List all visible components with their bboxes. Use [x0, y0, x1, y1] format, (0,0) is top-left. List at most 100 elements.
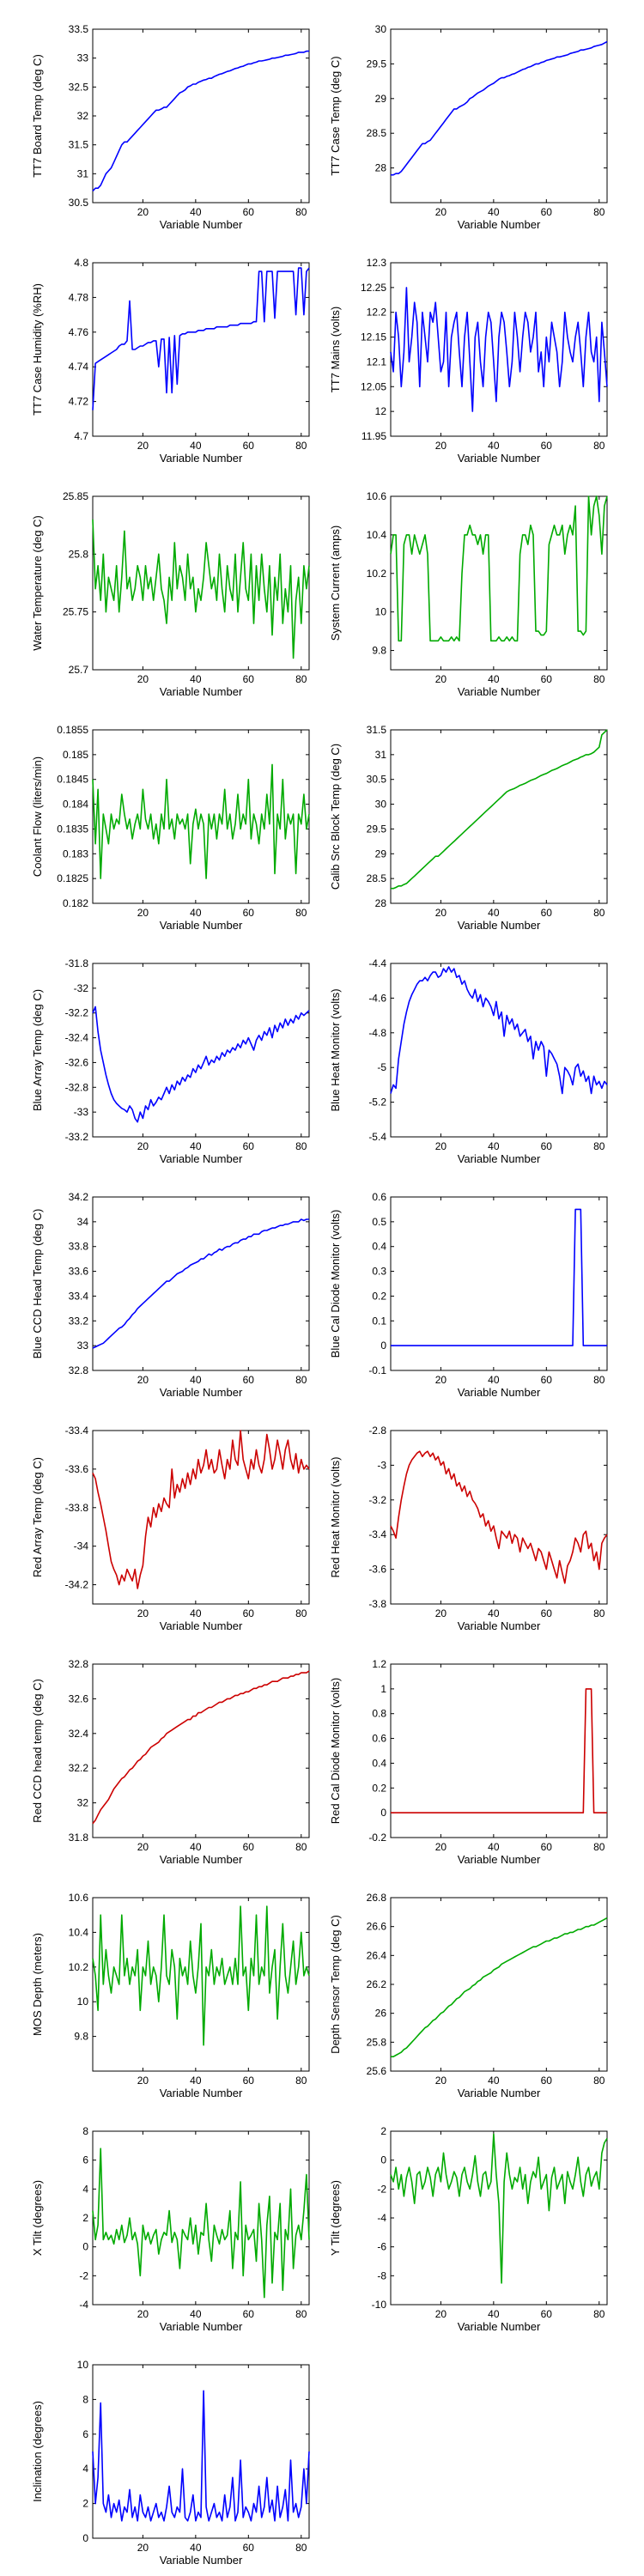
y-tick-label: 8	[82, 2125, 88, 2137]
chart-panel: 25.6 25.8 26 26.2 26.4 26.6 26.8 20 40 60 80 Variab…	[329, 1892, 608, 2099]
y-tick-label: 2	[82, 2212, 88, 2224]
x-tick-label: 60	[541, 2308, 553, 2320]
y-tick-label: 32.5	[69, 81, 89, 93]
y-tick-label: 10.6	[367, 490, 387, 502]
series-line	[92, 519, 310, 659]
y-tick-label: -32	[74, 982, 89, 994]
y-tick-label: 32	[77, 1797, 89, 1809]
x-tick-label: 80	[593, 2075, 605, 2087]
y-tick-label: 4.8	[74, 257, 88, 269]
x-tick-label: 60	[541, 673, 553, 685]
y-tick-label: 8	[82, 2393, 88, 2405]
y-axis-label: MOS Depth (meters)	[31, 1933, 44, 2036]
y-tick-label: -4.8	[368, 1027, 386, 1039]
x-tick-label: 20	[137, 907, 149, 919]
plot-frame	[92, 495, 310, 671]
x-tick-label: 20	[435, 1841, 447, 1853]
y-tick-label: 6	[82, 2428, 88, 2440]
y-tick-label: 10	[375, 606, 387, 618]
y-tick-label: 12.1	[367, 355, 387, 368]
x-tick-label: 20	[435, 1607, 447, 1619]
y-tick-label: 28	[375, 162, 387, 174]
plot-frame	[92, 1196, 310, 1371]
chart-panel: 0 2 4 6 8 10 20 40 60 80 Variable Number Inclinatio…	[31, 2359, 310, 2567]
y-axis-label: Calib Src Block Temp (deg C)	[329, 744, 342, 890]
y-tick-label: 29	[375, 93, 387, 105]
x-tick-label: 60	[243, 2542, 255, 2554]
y-tick-label: 26.8	[367, 1892, 387, 1904]
x-tick-label: 40	[190, 1374, 202, 1386]
y-axis-label: TT7 Case Temp (deg C)	[329, 56, 342, 175]
y-tick-label: 10	[77, 2359, 89, 2371]
plot-frame	[390, 28, 608, 204]
y-tick-label: 2	[82, 2498, 88, 2510]
x-axis-label: Variable Number	[458, 2087, 541, 2099]
y-tick-label: 6	[82, 2154, 88, 2166]
x-axis-label: Variable Number	[160, 452, 243, 465]
x-tick-label: 40	[190, 673, 202, 685]
series-line	[390, 287, 608, 412]
x-tick-label: 80	[295, 1374, 307, 1386]
y-tick-label: 0	[380, 1807, 386, 1819]
series-line	[390, 495, 608, 642]
y-tick-label: 33.4	[69, 1290, 89, 1302]
y-tick-label: 33.6	[69, 1266, 89, 1278]
y-tick-label: 0.3	[372, 1266, 386, 1278]
y-tick-label: 29.5	[367, 58, 387, 70]
x-tick-label: 60	[243, 1140, 255, 1152]
x-axis-label: Variable Number	[160, 2320, 243, 2333]
x-tick-label: 60	[243, 1841, 255, 1853]
x-tick-label: 80	[295, 907, 307, 919]
y-axis-label: Red Heat Monitor (volts)	[329, 1457, 342, 1578]
y-tick-label: 12.25	[361, 282, 386, 294]
y-tick-label: 25.7	[69, 664, 89, 676]
y-tick-label: 1	[380, 1683, 386, 1695]
x-tick-label: 40	[488, 2075, 500, 2087]
x-axis-label: Variable Number	[458, 218, 541, 231]
x-tick-label: 80	[593, 1607, 605, 1619]
y-tick-label: 10.2	[367, 568, 387, 580]
series-line	[92, 1905, 310, 2046]
y-tick-label: 10	[77, 1996, 89, 2008]
y-tick-label: 12	[375, 405, 387, 417]
x-tick-label: 80	[593, 1841, 605, 1853]
x-axis-label: Variable Number	[458, 1152, 541, 1165]
y-axis-label: Red Array Temp (deg C)	[31, 1457, 44, 1577]
y-tick-label: 0	[380, 2154, 386, 2166]
y-tick-label: 25.75	[63, 606, 88, 618]
y-tick-label: 0	[82, 2241, 88, 2253]
y-tick-label: 10.2	[69, 1961, 89, 1973]
plot-frame	[92, 2130, 310, 2306]
y-tick-label: 31.5	[367, 724, 387, 736]
x-tick-label: 60	[243, 1374, 255, 1386]
y-tick-label: -0.1	[368, 1364, 386, 1376]
series-line	[92, 50, 309, 192]
x-tick-label: 20	[137, 1374, 149, 1386]
y-tick-label: -33.6	[65, 1463, 89, 1475]
y-tick-label: 33.5	[69, 23, 89, 35]
y-axis-label: Blue Heat Monitor (volts)	[329, 988, 342, 1111]
y-tick-label: 31.5	[69, 139, 89, 151]
y-tick-label: -8	[377, 2269, 386, 2281]
y-tick-label: 0.4	[372, 1757, 386, 1769]
x-tick-label: 60	[541, 440, 553, 452]
chart-panel: 28 28.5 29 29.5 30 30.5 31 31.5 20 40 60 80 Variable…	[329, 724, 608, 932]
x-tick-label: 40	[488, 673, 500, 685]
x-tick-label: 40	[488, 1140, 500, 1152]
x-tick-label: 40	[488, 1607, 500, 1619]
y-tick-label: -2	[79, 2269, 88, 2281]
y-tick-label: 4.74	[69, 361, 89, 373]
y-tick-label: 30	[375, 799, 387, 811]
x-tick-label: 40	[488, 907, 500, 919]
y-tick-label: -10	[372, 2299, 387, 2311]
y-tick-label: 28	[375, 897, 387, 909]
chart-panel: -4 -2 0 2 4 6 8 20 40 60 80 Variable Number X Tilt (…	[31, 2125, 310, 2333]
x-axis-label: Variable Number	[160, 685, 243, 698]
series-line	[92, 2390, 310, 2522]
series-line	[92, 267, 310, 410]
chart-panel: -5.4 -5.2 -5 -4.8 -4.6 -4.4 20 40 60 80 Variable N…	[329, 957, 608, 1165]
x-tick-label: 60	[541, 1374, 553, 1386]
y-axis-label: Blue CCD Head Temp (deg C)	[31, 1209, 44, 1359]
y-tick-label: 10.4	[69, 1926, 89, 1938]
x-axis-label: Variable Number	[458, 2320, 541, 2333]
